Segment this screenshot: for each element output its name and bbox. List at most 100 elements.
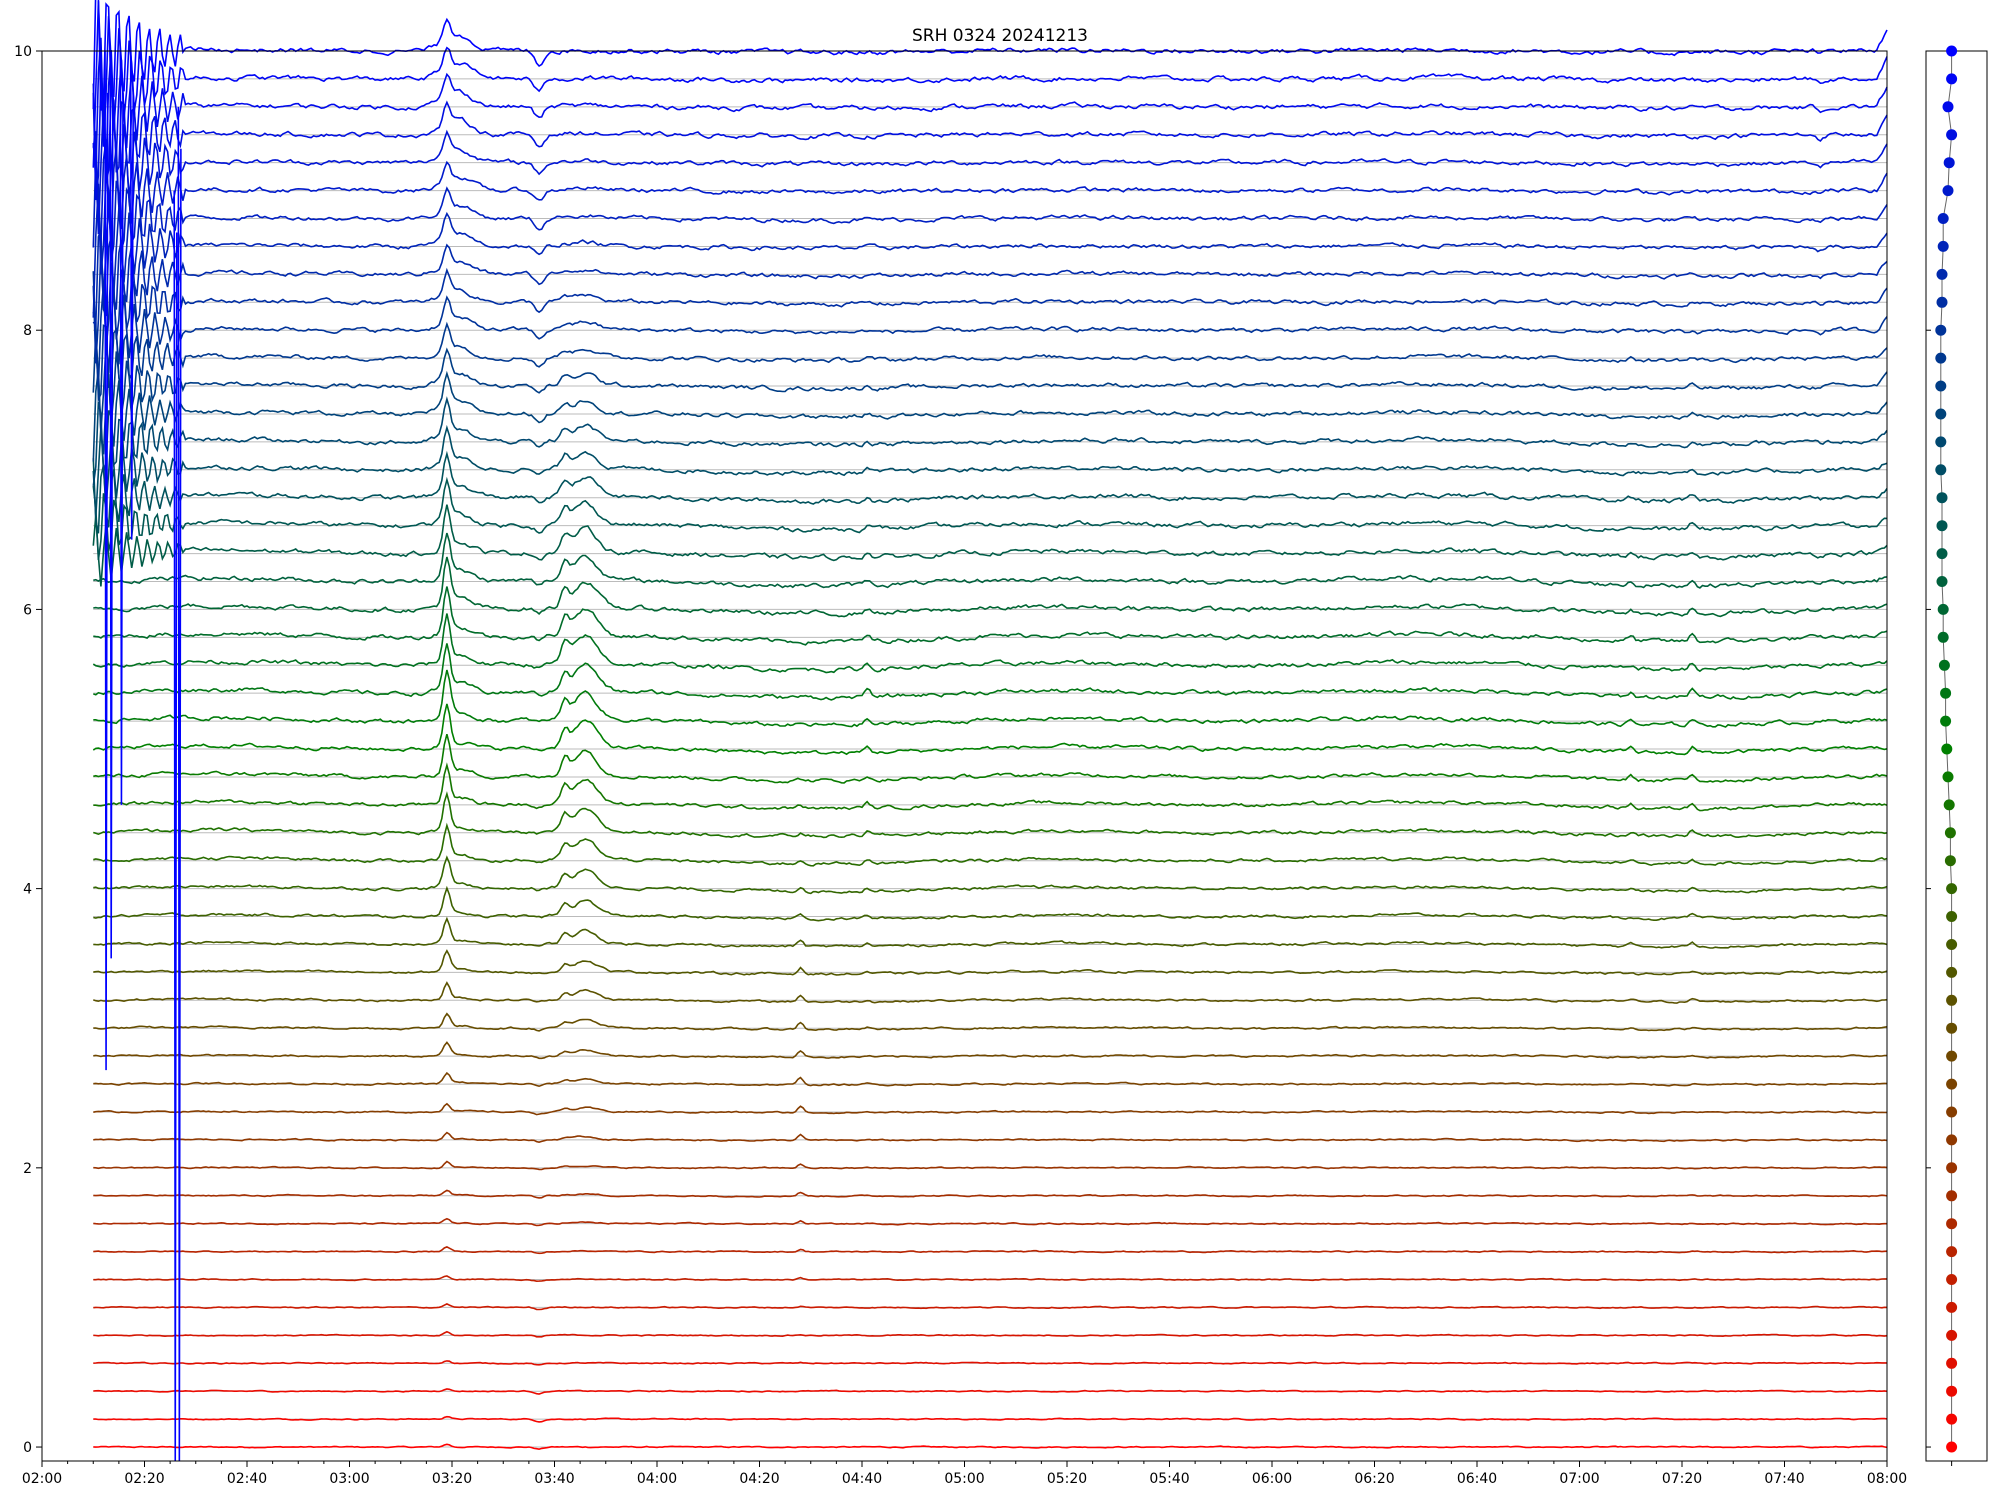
y-tick-label: 0 [23,1440,32,1456]
channel-trace [92,0,1888,111]
channel-trace [93,532,1888,589]
x-tick-label: 03:40 [534,1471,574,1487]
dispersion-point [1946,1078,1958,1090]
unstable-spike [129,50,135,540]
dispersion-point [1936,296,1948,308]
dispersion-point [1946,73,1958,85]
channel-trace [92,183,1888,318]
channel-trace [93,1330,1888,1338]
dispersion-panel [1925,45,1988,1466]
channel-trace [93,981,1888,1004]
x-axis: 02:00 02:20 02:40 03:00 03:20 03:40 04:00 04:20… [22,1461,1907,1487]
channel-trace [93,586,1888,646]
channel-trace [93,949,1888,976]
dispersion-point [1936,520,1948,532]
x-tick-label: 06:20 [1354,1471,1394,1487]
x-tick-label: 06:40 [1457,1471,1497,1487]
dispersion-point [1946,45,1958,57]
x-tick-label: 02:40 [227,1471,267,1487]
channel-trace [92,613,1888,674]
y-tick-label: 6 [23,602,32,618]
dispersion-point [1946,994,1958,1006]
dispersion-point [1937,631,1949,643]
dispersion-point [1935,352,1947,364]
channel-trace [93,643,1888,701]
dispersion-point [1938,659,1950,671]
dispersion-point [1942,771,1954,783]
main-plot-area: 02:00 02:20 02:40 03:00 03:20 03:40 04:00 04:20… [14,0,1907,1487]
dispersion-point [1946,939,1958,950]
dispersion-point [1936,548,1948,560]
x-tick-label: 08:00 [1867,1471,1907,1487]
dispersion-point [1936,492,1948,504]
channel-trace [93,1102,1887,1116]
channel-trace [93,855,1888,895]
channel-trace [92,703,1888,756]
channel-trace [93,1131,1888,1144]
channel-trace [93,916,1888,949]
dispersion-point [1943,799,1955,811]
dispersion-point [1946,1329,1958,1341]
y-tick-label: 8 [23,323,32,339]
dispersion-point [1941,743,1953,755]
dispersion-point [1946,1162,1958,1174]
channel-trace [93,1071,1888,1088]
channel-trace [92,248,1888,364]
x-tick-label: 07:20 [1662,1471,1702,1487]
channel-trace [93,1012,1888,1032]
dispersion-point [1946,1134,1958,1146]
channel-trace [93,734,1888,784]
dispersion-point [1942,185,1954,197]
channel-trace [92,77,1888,201]
x-tick-label: 04:40 [842,1471,882,1487]
channel-trace [93,762,1888,812]
dispersion-point [1935,324,1947,336]
x-tick-label: 04:20 [739,1471,779,1487]
channel-trace [93,885,1888,922]
x-tick-label: 07:00 [1559,1471,1599,1487]
channel-trace [92,271,1888,386]
channel-trace [93,1388,1888,1395]
channel-trace [93,791,1888,839]
y-tick-label: 4 [23,882,32,898]
channel-trace [93,556,1888,618]
dispersion-point [1944,827,1956,839]
dispersion-point [1946,1106,1958,1118]
x-tick-label: 05:00 [944,1471,984,1487]
channel-trace [92,131,1888,247]
dispersion-point [1937,603,1949,615]
channel-trace [92,154,1888,275]
y-tick-label: 2 [23,1161,32,1177]
dispersion-point [1946,1246,1958,1258]
x-tick-label: 04:00 [637,1471,677,1487]
chart-title: SRH 0324 20241213 [912,26,1088,46]
dispersion-point [1946,1050,1958,1062]
channel-trace [93,1415,1888,1423]
x-tick-label: 03:00 [329,1471,369,1487]
main-plot-frame [41,50,1888,1462]
channel-trace [93,1160,1888,1171]
channel-trace [92,504,1888,587]
channel-trace [92,396,1888,486]
dispersion-point [1946,1357,1958,1369]
dispersion-point [1946,1385,1958,1397]
channel-trace [93,669,1888,728]
dispersion-point [1946,911,1958,922]
dispersion-point [1936,576,1948,587]
dispersion-point [1935,436,1947,448]
dispersion-point [1940,687,1952,699]
dispersion-point [1940,715,1952,727]
dispersion-point [1946,1022,1958,1034]
dispersion-point [1946,1301,1958,1313]
channel-trace [93,1189,1888,1199]
dispersion-point [1935,380,1947,392]
x-tick-label: 06:00 [1252,1471,1292,1487]
dispersion-point [1937,213,1949,224]
channel-trace [93,1275,1887,1283]
channel-trace [92,450,1888,534]
dispersion-point [1943,157,1955,169]
channel-trace [92,476,1888,561]
dispersion-point [1946,1441,1958,1453]
dispersion-point [1946,1190,1958,1202]
